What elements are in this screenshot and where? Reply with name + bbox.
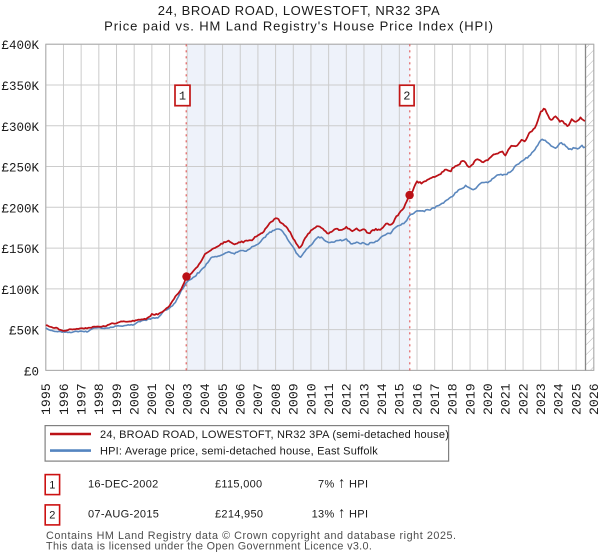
svg-text:2005: 2005 — [216, 383, 231, 415]
svg-text:2013: 2013 — [357, 383, 372, 415]
svg-text:£150K: £150K — [1, 243, 39, 257]
svg-text:1: 1 — [179, 90, 186, 104]
svg-text:£0: £0 — [24, 365, 39, 379]
svg-text:2024: 2024 — [552, 383, 567, 415]
svg-text:2011: 2011 — [322, 383, 337, 415]
svg-text:2000: 2000 — [128, 383, 143, 415]
svg-text:HPI: Average price, semi-detac: HPI: Average price, semi-detached house,… — [100, 446, 378, 458]
svg-text:2023: 2023 — [534, 383, 549, 415]
svg-text:2020: 2020 — [481, 383, 496, 415]
svg-text:Price paid vs. HM Land Registr: Price paid vs. HM Land Registry's House … — [104, 19, 494, 34]
svg-text:2016: 2016 — [410, 383, 425, 415]
svg-text:2: 2 — [403, 90, 410, 104]
svg-text:2010: 2010 — [304, 383, 319, 415]
svg-text:1997: 1997 — [75, 383, 90, 415]
svg-text:1998: 1998 — [92, 383, 107, 415]
svg-text:£250K: £250K — [1, 162, 39, 176]
svg-text:2018: 2018 — [446, 383, 461, 415]
svg-text:2025: 2025 — [569, 383, 584, 415]
svg-text:2017: 2017 — [428, 383, 443, 415]
svg-text:£300K: £300K — [1, 121, 39, 135]
svg-text:13% ↑ HPI: 13% ↑ HPI — [312, 504, 369, 521]
svg-text:2008: 2008 — [269, 383, 284, 415]
svg-text:£400K: £400K — [1, 39, 39, 53]
svg-text:2: 2 — [49, 510, 55, 522]
svg-text:1: 1 — [49, 479, 55, 491]
svg-text:07-AUG-2015: 07-AUG-2015 — [88, 508, 159, 520]
svg-text:2009: 2009 — [287, 383, 302, 415]
svg-text:24, BROAD ROAD, LOWESTOFT, NR3: 24, BROAD ROAD, LOWESTOFT, NR32 3PA — [158, 3, 440, 18]
svg-text:2021: 2021 — [499, 383, 514, 415]
svg-text:2004: 2004 — [198, 383, 213, 415]
svg-text:£214,950: £214,950 — [215, 508, 263, 520]
svg-text:£350K: £350K — [1, 80, 39, 94]
svg-text:£50K: £50K — [9, 325, 40, 339]
svg-text:2022: 2022 — [516, 383, 531, 415]
svg-text:2002: 2002 — [163, 383, 178, 415]
svg-text:2007: 2007 — [251, 383, 266, 415]
svg-text:This data is licensed under th: This data is licensed under the Open Gov… — [46, 540, 372, 552]
svg-text:1999: 1999 — [110, 383, 125, 415]
svg-text:2026: 2026 — [587, 383, 600, 415]
svg-text:2015: 2015 — [393, 383, 408, 415]
svg-text:£100K: £100K — [1, 284, 39, 298]
svg-text:2019: 2019 — [463, 383, 478, 415]
svg-text:1996: 1996 — [57, 383, 72, 415]
svg-text:£200K: £200K — [1, 202, 39, 216]
svg-text:7% ↑ HPI: 7% ↑ HPI — [318, 475, 368, 492]
svg-text:Contains HM Land Registry data: Contains HM Land Registry data © Crown c… — [46, 530, 457, 542]
svg-text:£115,000: £115,000 — [215, 479, 262, 491]
svg-text:16-DEC-2002: 16-DEC-2002 — [88, 479, 159, 491]
svg-text:2012: 2012 — [340, 383, 355, 415]
svg-text:2006: 2006 — [234, 383, 249, 415]
svg-text:2001: 2001 — [145, 383, 160, 415]
svg-text:2003: 2003 — [181, 383, 196, 415]
svg-text:2014: 2014 — [375, 383, 390, 415]
svg-text:24, BROAD ROAD, LOWESTOFT, NR3: 24, BROAD ROAD, LOWESTOFT, NR32 3PA (sem… — [100, 429, 449, 441]
svg-text:1995: 1995 — [39, 383, 54, 415]
